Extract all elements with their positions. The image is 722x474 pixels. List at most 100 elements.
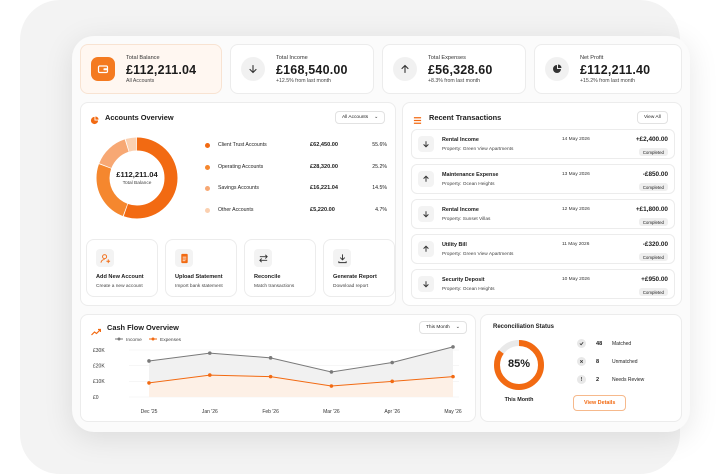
chevron-down-icon: ⌄ — [455, 325, 460, 330]
check-icon — [577, 339, 586, 348]
recent-transactions-title: Recent Transactions — [429, 113, 502, 122]
view-details-button[interactable]: View Details — [573, 395, 627, 411]
arrow-down-icon — [241, 57, 265, 81]
quick-action-generate-report[interactable]: Generate Report Download report — [323, 239, 395, 297]
account-amount: £5,220.00 — [310, 207, 335, 213]
stat-value: £56,328.60 — [428, 62, 493, 77]
income-point — [451, 345, 455, 349]
pie-chart-icon — [90, 112, 99, 130]
accounts-donut — [96, 137, 178, 219]
cash-flow-card: Cash Flow Overview This Month ⌄ Income Ex… — [80, 314, 476, 422]
x-tick-label: Jan '26 — [202, 409, 218, 415]
x-tick-label: Feb '26 — [262, 409, 279, 415]
expenses-point — [390, 379, 395, 384]
stat-sub: +8.3% from last month — [428, 77, 481, 84]
legend-dot — [205, 207, 210, 213]
transaction-row[interactable]: Security Deposit Property: Ocean Heights… — [411, 269, 675, 299]
transaction-property: Property: Green View Apartments — [442, 147, 514, 152]
reconciliation-row: 8 Unmatched — [577, 357, 638, 366]
arrow-up-icon — [393, 57, 417, 81]
transaction-row[interactable]: Maintenance Expense Property: Ocean Heig… — [411, 164, 675, 194]
income-point — [147, 359, 151, 363]
stat-card-total-balance[interactable]: Total Balance £112,211.04 All Accounts — [80, 44, 222, 94]
stat-card-total-expenses[interactable]: Total Expenses £56,328.60 +8.3% from las… — [382, 44, 526, 94]
arrow-down-icon — [418, 206, 434, 222]
donut-segment — [96, 137, 178, 219]
transaction-property: Property: Green View Apartments — [442, 252, 514, 257]
accounts-filter-dropdown[interactable]: All Accounts ⌄ — [335, 111, 386, 124]
quick-action-sub: Match transactions — [254, 284, 295, 289]
stat-card-net-profit[interactable]: Net Profit £112,211.40 +15.2% from last … — [534, 44, 682, 94]
transaction-name: Rental Income — [442, 207, 479, 213]
expenses-point — [268, 374, 273, 379]
reconciliation-percent: 85% — [507, 358, 531, 370]
x-tick-label: May '26 — [444, 409, 462, 415]
donut-center-value: £112,211.04 — [116, 170, 158, 179]
legend-dot — [205, 164, 210, 170]
status-badge: Completed — [638, 148, 668, 156]
quick-action-title: Add New Account — [96, 274, 144, 280]
cash-flow-title: Cash Flow Overview — [107, 323, 179, 332]
stat-label: Total Income — [276, 54, 308, 61]
close-icon — [577, 357, 586, 366]
transaction-name: Maintenance Expense — [442, 172, 499, 178]
transaction-date: 14 May 2026 — [562, 137, 590, 142]
y-tick-label: £10K — [93, 379, 105, 385]
reconciliation-count: 2 — [596, 376, 600, 383]
arrow-down-icon — [418, 136, 434, 152]
stat-label: Total Balance — [126, 54, 160, 61]
legend-label: Income — [126, 337, 142, 343]
legend-marker — [117, 337, 121, 341]
income-point — [268, 356, 273, 360]
view-all-button[interactable]: View All — [637, 111, 668, 124]
account-row[interactable]: Operating Accounts £28,320.00 25.2% — [205, 164, 387, 170]
quick-action-add-account[interactable]: Add New Account Create a new account — [86, 239, 158, 297]
expenses-point — [451, 374, 455, 379]
arrow-down-icon — [418, 276, 434, 292]
stat-value: £168,540.00 — [276, 62, 348, 77]
transaction-amount: +£1,800.00 — [635, 206, 668, 213]
stat-sub: All Accounts — [126, 77, 155, 84]
stat-sub: +12.5% from last month — [276, 77, 331, 84]
reconciliation-title: Reconciliation Status — [493, 324, 555, 330]
account-amount: £28,320.00 — [310, 164, 338, 170]
account-name: Other Accounts — [218, 207, 254, 213]
quick-action-sub: Create a new account — [96, 284, 143, 289]
transaction-row[interactable]: Rental Income Property: Sunset Villas 12… — [411, 199, 675, 229]
quick-action-upload-statement[interactable]: Upload Statement Import bank statement — [165, 239, 237, 297]
account-name: Client Trust Accounts — [218, 142, 267, 148]
transaction-amount: -£850.00 — [642, 171, 668, 178]
wallet-icon — [91, 57, 115, 81]
dropdown-label: All Accounts — [342, 115, 369, 120]
account-row[interactable]: Client Trust Accounts £62,450.00 55.6% — [205, 142, 387, 148]
reconciliation-period: This Month — [504, 397, 534, 403]
transaction-date: 11 May 2026 — [562, 242, 590, 247]
reconciliation-count: 48 — [596, 340, 603, 347]
income-point — [390, 360, 395, 365]
transaction-row[interactable]: Utility Bill Property: Green View Apartm… — [411, 234, 675, 264]
stat-card-total-income[interactable]: Total Income £168,540.00 +12.5% from las… — [230, 44, 374, 94]
account-row[interactable]: Other Accounts £5,220.00 4.7% — [205, 207, 387, 213]
account-amount: £16,221.04 — [310, 185, 338, 191]
y-tick-label: £30K — [93, 348, 105, 354]
accounts-overview-title: Accounts Overview — [105, 113, 174, 122]
account-name: Savings Accounts — [218, 185, 259, 191]
stat-label: Total Expenses — [428, 54, 466, 61]
transaction-row[interactable]: Rental Income Property: Green View Apart… — [411, 129, 675, 159]
donut-segment — [96, 137, 178, 219]
alert-icon: ! — [577, 375, 586, 384]
account-row[interactable]: Savings Accounts £16,221.04 14.5% — [205, 185, 387, 191]
reconciliation-row: ! 2 Needs Review — [577, 375, 644, 384]
x-tick-label: Apr '26 — [384, 409, 400, 415]
chevron-down-icon: ⌄ — [374, 115, 379, 120]
quick-action-reconcile[interactable]: Reconcile Match transactions — [244, 239, 316, 297]
reconciliation-label: Matched — [612, 340, 632, 347]
pie-chart-icon — [545, 57, 569, 81]
reconciliation-label: Needs Review — [612, 376, 645, 383]
quick-action-title: Reconcile — [254, 274, 281, 280]
account-percent: 14.5% — [372, 185, 387, 191]
quick-action-sub: Import bank statement — [175, 284, 223, 289]
transaction-date: 10 May 2026 — [562, 277, 590, 282]
cash-flow-period-dropdown[interactable]: This Month ⌄ — [419, 321, 467, 334]
transaction-amount: +£2,400.00 — [635, 136, 668, 143]
